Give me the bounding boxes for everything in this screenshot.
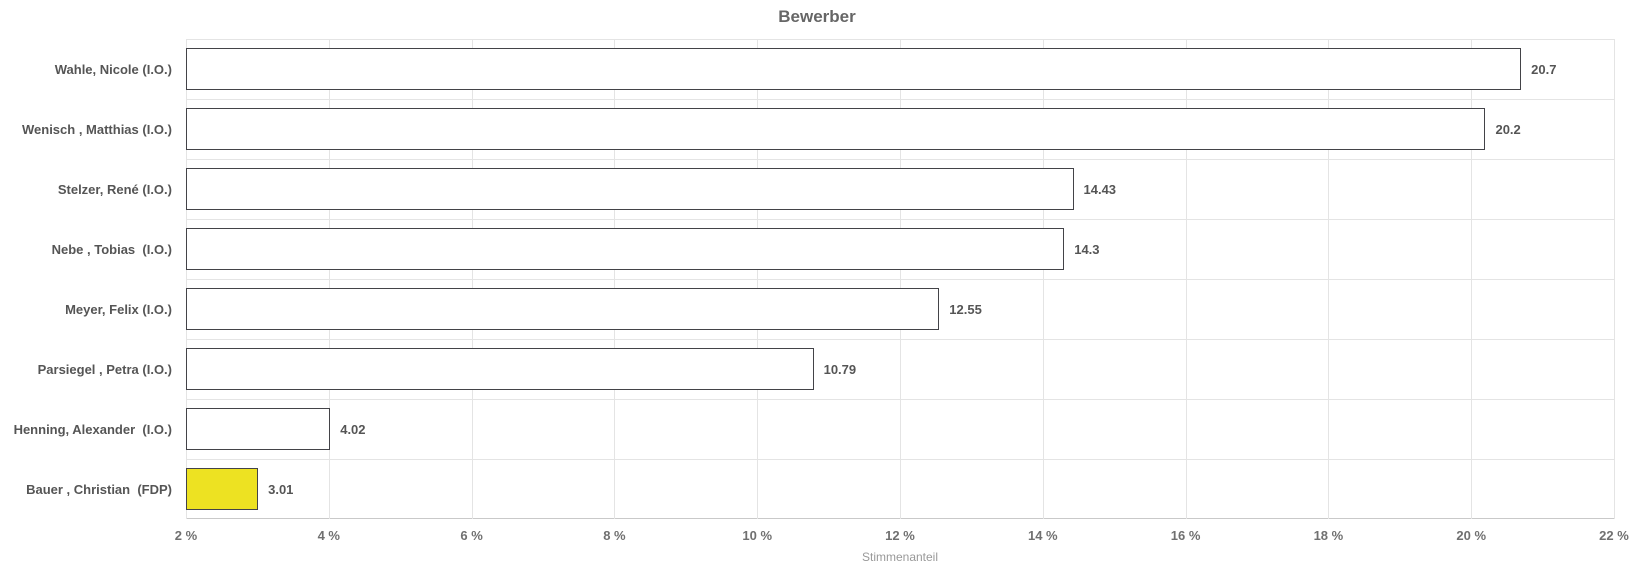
x-tick-label: 16 % — [1170, 528, 1201, 543]
grid-line-vertical — [1614, 39, 1615, 519]
x-tick-label: 20 % — [1456, 528, 1487, 543]
plot-area: 20.7 20.2 14.43 14.3 12.55 10.79 4.02 3.01 — [186, 39, 1615, 519]
grid-line-horizontal — [186, 399, 1614, 400]
bar-value-label: 20.7 — [1531, 61, 1557, 77]
category-label: Parsiegel , Petra (I.O.) — [37, 361, 172, 377]
x-tick-label: 10 % — [742, 528, 773, 543]
bar-row: 14.43 — [186, 159, 1614, 219]
grid-line-horizontal — [186, 159, 1614, 160]
bar[interactable] — [186, 108, 1486, 150]
category-label: Meyer, Felix (I.O.) — [65, 301, 172, 317]
x-tick-label: 12 % — [885, 528, 915, 543]
bar[interactable] — [186, 228, 1065, 270]
x-tick-label: 22 % — [1599, 528, 1629, 543]
bar-row: 10.79 — [186, 339, 1614, 399]
x-tick-label: 4 % — [317, 528, 340, 543]
grid-line-horizontal — [186, 219, 1614, 220]
category-axis: Wahle, Nicole (I.O.) Wenisch , Matthias (… — [0, 39, 172, 519]
bar-value-label: 12.55 — [949, 301, 982, 317]
bar-value-label: 14.3 — [1074, 241, 1100, 257]
category-label: Henning, Alexander (I.O.) — [13, 421, 172, 437]
bar[interactable] — [186, 348, 814, 390]
bar-value-label: 3.01 — [268, 481, 294, 497]
bar-row: 14.3 — [186, 219, 1614, 279]
bar[interactable] — [186, 468, 259, 510]
category-label: Wahle, Nicole (I.O.) — [54, 61, 172, 77]
bar-value-label: 20.2 — [1495, 121, 1521, 137]
bar-row: 4.02 — [186, 399, 1614, 459]
category-label: Nebe , Tobias (I.O.) — [51, 241, 172, 257]
x-tick-label: 18 % — [1313, 528, 1344, 543]
x-tick-label: 8 % — [603, 528, 626, 543]
chart-title: Bewerber — [778, 7, 856, 26]
x-tick-labels: 2 % 4 % 6 % 8 % 10 % 12 % 14 % 16 % 18 % 20 % 22 % — [175, 527, 1629, 545]
category-label: Bauer , Christian (FDP) — [26, 481, 172, 497]
bar[interactable] — [186, 168, 1074, 210]
bar-row: 12.55 — [186, 279, 1614, 339]
x-tick-label: 2 % — [174, 528, 198, 543]
grid-line-horizontal — [186, 339, 1614, 340]
bar[interactable] — [186, 48, 1522, 90]
grid-line-horizontal — [186, 459, 1614, 460]
x-tick-label: 6 % — [460, 528, 483, 543]
x-tick-label: 14 % — [1027, 528, 1058, 543]
bar[interactable] — [186, 408, 331, 450]
bar-row: 20.7 — [186, 39, 1614, 99]
bar-row: 20.2 — [186, 99, 1614, 159]
grid-line-horizontal — [186, 99, 1614, 100]
category-label: Stelzer, René (I.O.) — [57, 181, 172, 197]
category-label: Wenisch , Matthias (I.O.) — [21, 121, 172, 137]
bar-value-label: 14.43 — [1083, 181, 1117, 197]
grid-line-horizontal — [186, 39, 1614, 40]
bar-value-label: 4.02 — [340, 421, 366, 437]
bar[interactable] — [186, 288, 940, 330]
bar-value-label: 10.79 — [823, 361, 857, 377]
grid-line-horizontal — [186, 279, 1614, 280]
bar-row: 3.01 — [186, 459, 1614, 519]
x-axis-title: Stimmenanteil — [861, 550, 939, 564]
